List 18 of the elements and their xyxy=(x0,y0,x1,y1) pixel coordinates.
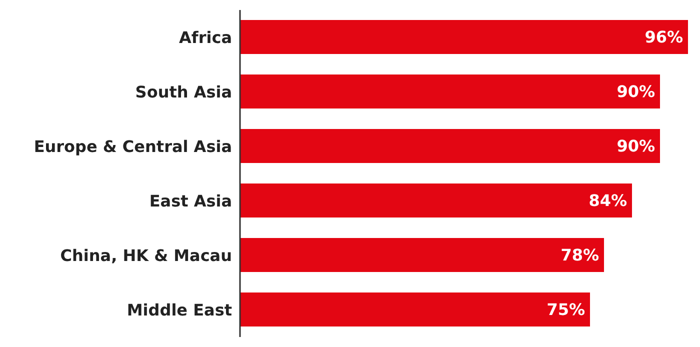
data-label: 96% xyxy=(644,28,683,47)
bar xyxy=(240,238,604,272)
y-tick-label: East Asia xyxy=(149,191,232,210)
bar xyxy=(240,292,590,326)
y-tick-label: Middle East xyxy=(126,300,232,320)
bar xyxy=(240,184,632,218)
y-tick-label: China, HK & Macau xyxy=(60,246,232,265)
y-tick-label: Africa xyxy=(179,28,232,47)
data-label: 75% xyxy=(546,300,585,320)
data-label: 84% xyxy=(588,191,627,210)
data-label: 90% xyxy=(616,82,655,102)
data-label: 78% xyxy=(560,246,599,265)
bar xyxy=(240,129,660,163)
bar xyxy=(240,20,688,54)
data-label: 90% xyxy=(616,136,655,156)
bar xyxy=(240,74,660,108)
y-tick-label: South Asia xyxy=(135,82,232,102)
y-tick-label: Europe & Central Asia xyxy=(34,136,232,156)
